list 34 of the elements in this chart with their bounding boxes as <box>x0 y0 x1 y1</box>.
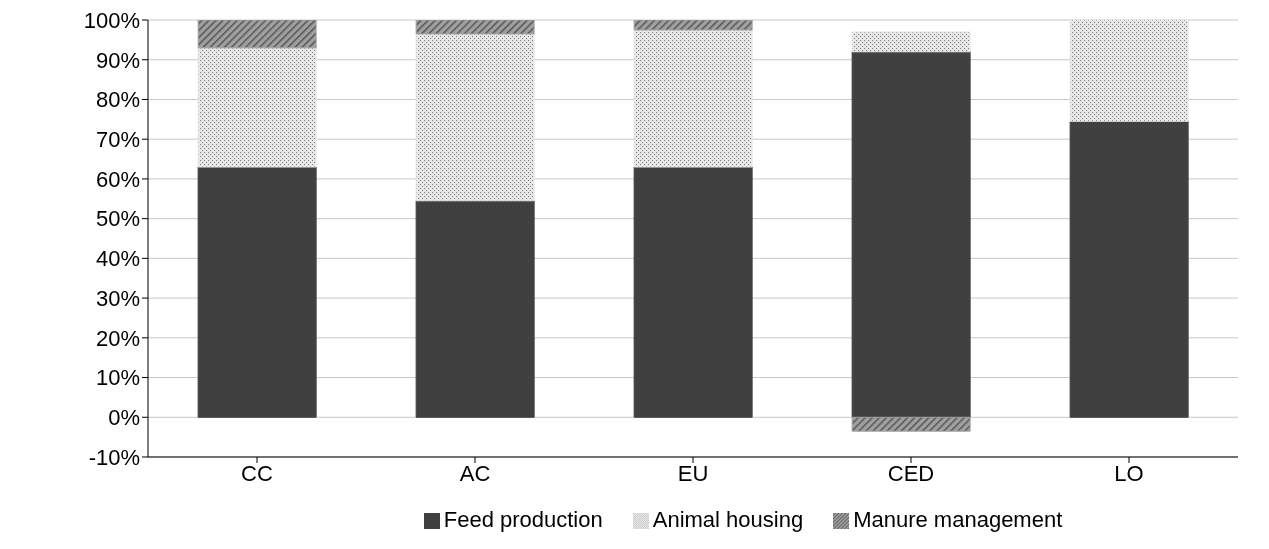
x-tick-label: LO <box>1114 460 1144 486</box>
y-tick-label: 60% <box>95 166 140 192</box>
bar <box>1069 120 1189 418</box>
bar <box>415 33 535 202</box>
bar <box>633 29 753 168</box>
x-tick-label: EU <box>677 460 709 486</box>
bar <box>851 31 971 53</box>
x-tick-label: CED <box>887 460 935 486</box>
legend-label: Animal housing <box>652 507 804 532</box>
bar <box>633 166 753 418</box>
bar <box>851 51 971 418</box>
y-tick-label: 30% <box>95 285 140 311</box>
bar <box>197 20 317 49</box>
y-tick-label: 20% <box>95 325 140 351</box>
y-tick-label: 40% <box>95 246 140 272</box>
bar <box>415 20 535 35</box>
y-tick-label: 90% <box>95 47 140 73</box>
bar <box>415 200 535 418</box>
y-tick-label: 70% <box>95 126 140 152</box>
y-tick-label: -10% <box>88 444 140 470</box>
legend-label: Manure management <box>853 507 1063 532</box>
y-tick-label: 80% <box>95 87 140 113</box>
bar <box>197 166 317 418</box>
bar <box>633 20 753 31</box>
x-tick-label: CC <box>241 460 273 486</box>
bar <box>1069 20 1189 122</box>
x-tick-label: AC <box>459 460 491 486</box>
y-tick-label: 10% <box>95 365 140 391</box>
legend-label: Feed production <box>443 507 603 532</box>
y-tick-label: 100% <box>83 7 140 33</box>
bar <box>197 47 317 168</box>
bar <box>851 416 971 432</box>
y-tick-label: 50% <box>95 206 140 232</box>
y-tick-label: 0% <box>108 405 140 431</box>
